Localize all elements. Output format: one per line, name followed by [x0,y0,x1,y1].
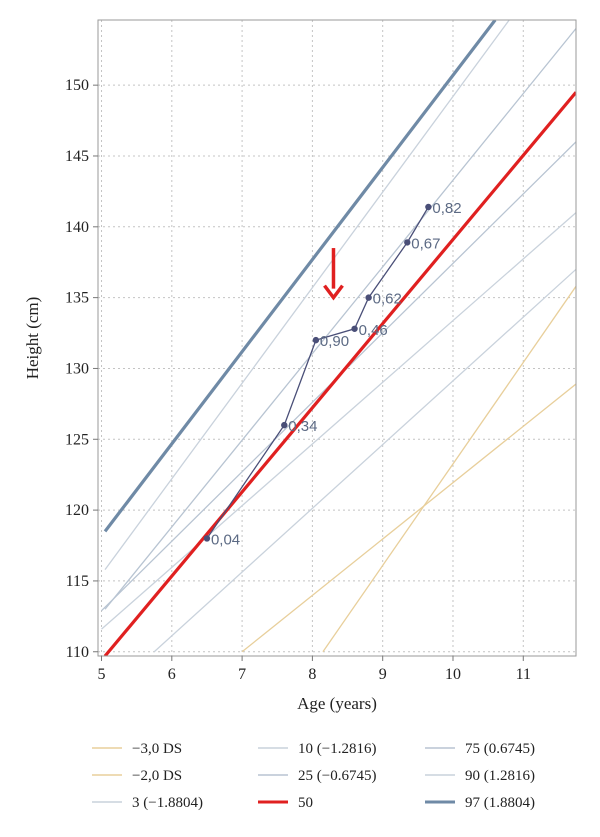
annotation-arrow [323,248,344,301]
legend-label: 10 (−1.2816) [298,741,376,757]
legend-label: 25 (−0.6745) [298,768,376,784]
legend-label: −2,0 DS [132,768,182,784]
percentile-curve [104,20,510,570]
legend-label: 75 (0.6745) [465,741,535,757]
point-label: 0,67 [411,235,440,252]
patient-point [425,203,432,211]
x-tick-label: 10 [445,666,461,683]
legend-label: −3,0 DS [132,741,182,757]
point-label: 0,62 [373,291,402,308]
percentile-curve [103,91,576,656]
point-label: 0,46 [359,322,388,339]
patient-point [312,336,320,344]
y-tick-label: 130 [65,360,89,377]
plot-frame [97,19,577,657]
y-axis-label: Height (cm) [23,297,42,380]
point-label: 0,90 [320,333,349,350]
y-tick-label: 140 [65,219,89,236]
patient-measurements: 0,04 0,34 0,90 0,46 0,62 0,67 0,82 [203,200,462,548]
patient-point [281,421,288,429]
x-tick-label: 7 [238,666,246,683]
x-tick-label: 11 [516,666,531,683]
legend-label: 3 (−1.8804) [132,795,203,811]
legend: −3,0 DS −2,0 DS 3 (−1.8804) 10 (−1.2816) 25 … [92,741,535,811]
patient-point [203,535,211,542]
y-tick-label: 125 [65,431,89,448]
x-tick-label: 5 [98,666,106,683]
percentile-curve [104,28,576,610]
x-tick-label: 6 [168,666,176,683]
y-tick-label: 120 [65,502,89,519]
axes: 5 6 7 8 9 10 11 110 115 120 125 130 135 140 145 150 [65,77,531,683]
percentile-curve [241,383,576,653]
grid [98,20,576,656]
percentile-curve [103,20,497,533]
percentile-curves [101,20,576,656]
patient-point [365,294,372,301]
percentile-curve [322,285,576,653]
percentile-curve [101,212,576,630]
patient-point [351,325,358,332]
point-label: 0,34 [288,418,317,435]
point-label: 0,82 [432,200,461,217]
legend-label: 97 (1.8804) [465,795,535,811]
arrow-head [323,284,344,301]
x-axis-label: Age (years) [297,694,377,713]
y-tick-label: 135 [65,290,89,307]
point-label: 0,04 [211,531,240,548]
y-tick-label: 145 [65,148,89,165]
y-tick-label: 110 [66,644,89,661]
y-tick-label: 115 [66,573,89,590]
legend-label: 50 [298,795,313,811]
legend-label: 90 (1.2816) [465,768,535,784]
percentile-curve [153,268,576,653]
x-tick-label: 8 [308,666,316,683]
x-tick-label: 9 [379,666,387,683]
patient-point [404,239,411,246]
y-tick-label: 150 [65,77,89,94]
